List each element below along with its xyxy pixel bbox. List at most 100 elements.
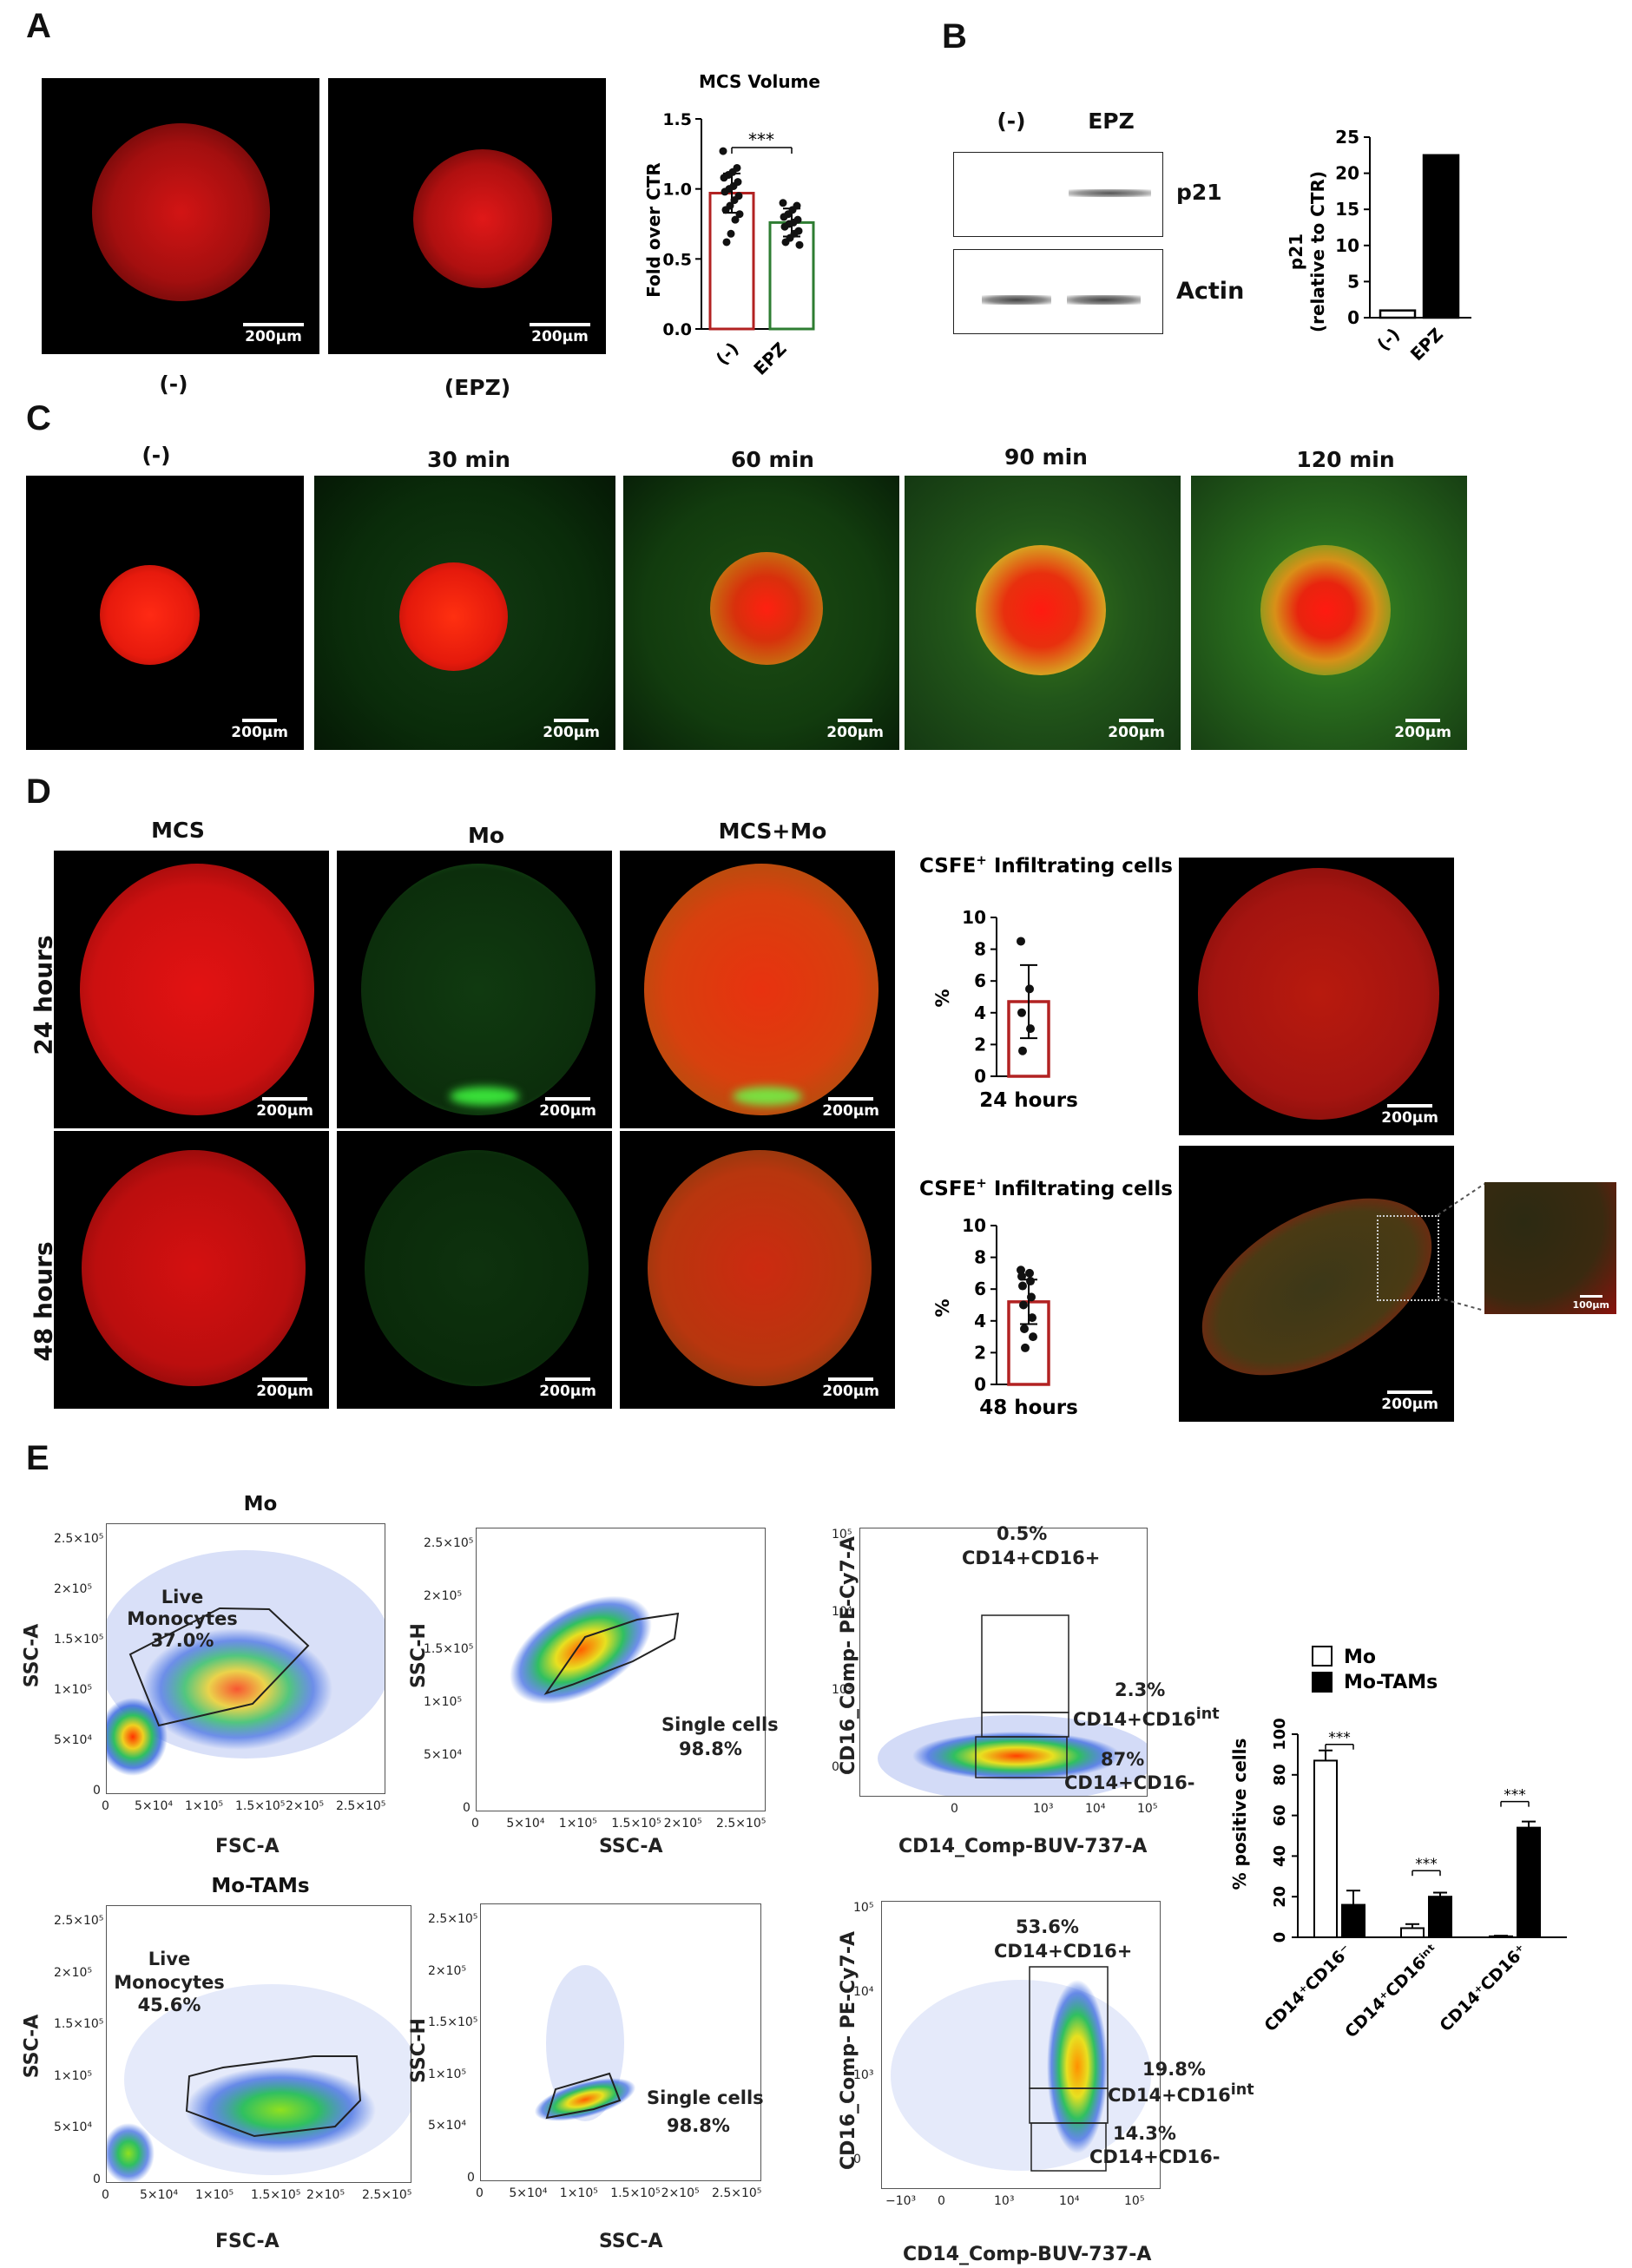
caption-a-ctrl: (-) [159,371,188,397]
x-tick-label: 10⁴ [1059,2194,1080,2208]
time-label-1: 30 min [427,447,510,472]
y-tick-label: 2.5×10⁵ [428,1912,478,1926]
panel-label-c: C [26,399,51,437]
x-tick-label: 0 [951,1802,958,1816]
y-tick-label: 4 [974,1003,986,1023]
scale-bar: 200µm [256,1097,313,1120]
lane-label-ctrl: (-) [997,108,1026,134]
y-tick-label: 5×10⁴ [428,2119,467,2133]
x-tick-label: 5×10⁴ [140,2188,179,2202]
x-tick-label: CD14⁺CD16ⁱⁿᵗ [1341,1941,1442,2041]
x-tick-label: 2.5×10⁵ [712,2186,762,2200]
gate-label-live: Live [161,1587,204,1607]
col-label-mcs: MCS [151,818,205,843]
x-tick-label: 0 [102,1799,109,1813]
x-tick-ctrl: (-) [712,338,743,369]
bar [1422,154,1460,319]
scale-bar: 200µm [539,1097,596,1120]
x-tick-label: −10³ [885,2194,917,2208]
y-tick-label: 5×10⁴ [54,2120,93,2135]
x-tick-label: 1×10⁵ [195,2188,234,2202]
y-tick-label: 2.5×10⁵ [54,1914,104,1928]
bar [1313,1759,1338,1938]
micrograph-c-60: 200µm [623,476,899,750]
y-tick-label: 2×10⁵ [54,1582,93,1596]
caption-a-epz: (EPZ) [444,375,511,400]
scale-bar: 200µm [243,323,304,345]
data-point [1025,1268,1034,1278]
y-tick-label: 0.0 [662,320,692,339]
x-tick-label: 10⁵ [1137,1802,1158,1816]
y-axis-label: % [932,989,953,1007]
scale-bar: 200µm [822,1377,879,1400]
bar [1400,1927,1425,1939]
bar [1379,309,1417,319]
y-tick-label: 2×10⁵ [424,1589,463,1603]
x-tick-label: 10⁴ [1085,1802,1106,1816]
chart-mcs-volume: MCS Volume Fold over CTR 0.0 0.5 1.0 1.5 (-… [643,71,820,379]
data-point [779,199,787,207]
panel-label-b: B [942,17,967,56]
time-label-3: 90 min [1004,444,1088,470]
x-axis-cd14: CD14_Comp-BUV-737-A [903,2244,1152,2265]
y-tick-label: 1.0 [662,181,692,200]
scale-bar: 200µm [1394,719,1451,741]
y-tick-label: 5 [1347,271,1359,292]
y-tick-label: 10³ [832,1682,852,1697]
data-point [1018,1046,1027,1055]
y-tick-label: 80 [1271,1764,1289,1785]
gate-pct-live-motam: 45.6% [137,1995,201,2015]
y-tick-label: 1×10⁵ [424,1695,463,1709]
gate-label-single: Single cells [647,2087,764,2108]
y-axis-cd16: CD16_Comp- PE-Cy7-A [837,1931,859,2170]
gate-label-single: Single cells [661,1714,779,1735]
gate-label-2: CD14+CD16int [1108,2081,1254,2106]
data-point [1027,1292,1036,1302]
x-tick-label: 2.5×10⁵ [716,1817,767,1831]
y-tick-label: 0 [974,1066,986,1087]
y-tick-label: 20 [1335,163,1359,184]
flow-plot-mo-cd14-cd16 [859,1528,1155,1802]
y-tick-label: 1×10⁵ [428,2067,467,2081]
y-axis-label: Fold over CTR [643,162,664,298]
y-axis-ssc-a: SSC-A [21,2014,43,2079]
data-point [780,222,789,231]
data-point [781,238,790,247]
gate-pct-1: 53.6% [1016,1916,1079,1937]
data-point [1017,937,1025,946]
data-point [731,215,740,224]
y-tick-label: 1.5×10⁵ [54,2017,104,2032]
y-tick-label: 0 [93,1784,101,1798]
scale-bar: 200µm [826,719,884,741]
y-tick-label: 4 [974,1311,986,1331]
gate-pct-2: 2.3% [1115,1680,1166,1700]
legend-mo: Mo [1344,1647,1376,1668]
y-tick-label: 0 [463,1801,471,1815]
y-tick-label: 2 [974,1034,986,1055]
y-tick-label: 0 [832,1760,839,1774]
bar [1428,1896,1452,1939]
chart-title: MCS Volume [699,71,820,92]
y-tick-label: 0 [974,1374,986,1395]
x-tick-label: CD14⁺CD16⁻ [1260,1941,1355,2035]
data-point [722,238,731,247]
x-tick-label: 5×10⁴ [135,1799,174,1813]
time-label-0: (-) [141,443,171,468]
bar [1341,1903,1365,1938]
x-tick-label: 10³ [994,2194,1015,2208]
x-axis-ssc-a: SSC-A [599,2231,663,2252]
band-label-p21: p21 [1176,180,1222,205]
x-tick-label: 1.5×10⁵ [251,2188,301,2202]
data-point [1026,1277,1035,1286]
col-label-mo: Mo [467,823,505,848]
micrograph-d-3d-24h: 200µm [1179,858,1454,1135]
x-tick-label: 1.5×10⁵ [611,1817,661,1831]
y-tick-label: 1×10⁵ [54,2068,93,2083]
x-tick-epz: EPZ [1406,324,1447,365]
x-label: 24 hours [979,1089,1078,1112]
scale-bar: 200µm [256,1377,313,1400]
y-tick-label: 1.5×10⁵ [424,1642,474,1656]
scale-bar: 100µm [1572,1295,1609,1311]
y-tick-label: 10 [962,1215,986,1236]
gate-label-3: CD14+CD16- [1089,2146,1221,2167]
